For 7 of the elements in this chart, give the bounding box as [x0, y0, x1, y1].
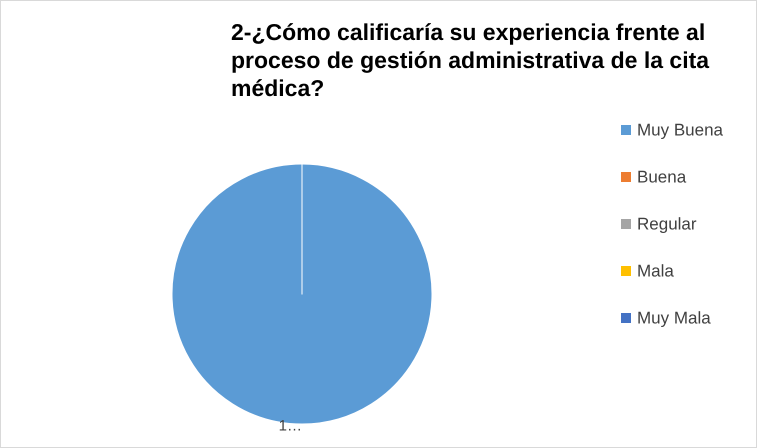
legend-label: Regular	[637, 214, 697, 234]
chart-title: 2-¿Cómo calificaría su experiencia frente al proceso de gestión administrativa de la cita médica?	[231, 19, 716, 101]
legend-label: Muy Buena	[637, 120, 724, 140]
data-label: 1…	[278, 418, 302, 434]
legend-label: Muy Mala	[637, 308, 712, 328]
legend-label: Mala	[637, 262, 674, 280]
legend-label: Buena	[637, 168, 687, 186]
